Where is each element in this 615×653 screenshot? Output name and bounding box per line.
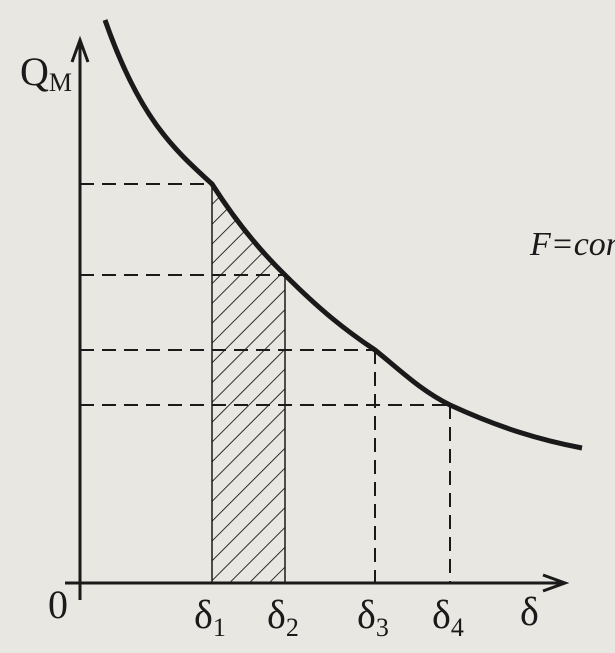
guide-lines (80, 183, 451, 583)
tick-symbol: δ (194, 592, 213, 637)
origin-label: 0 (48, 582, 68, 627)
y-axis-label: QМ (20, 49, 72, 97)
tick-symbol: δ (357, 592, 376, 637)
curve-label: F=const (529, 226, 615, 263)
tick-symbol: δ (267, 592, 286, 637)
tick-label: δ3 (357, 592, 389, 642)
y-axis (70, 35, 90, 600)
tick-label: δ2 (267, 592, 299, 642)
tick-label: δ1 (194, 592, 226, 642)
tick-symbol: δ (432, 592, 451, 637)
tick-subscript: 3 (376, 613, 389, 642)
tick-subscript: 2 (286, 613, 299, 642)
tick-subscript: 1 (213, 613, 226, 642)
tick-labels: δ1 δ2 δ3 δ4 (194, 592, 464, 642)
tick-subscript: 4 (451, 613, 464, 642)
tick-label: δ4 (432, 592, 464, 642)
x-axis-label: δ (520, 589, 539, 634)
x-axis (65, 573, 570, 593)
curve (102, 19, 583, 451)
